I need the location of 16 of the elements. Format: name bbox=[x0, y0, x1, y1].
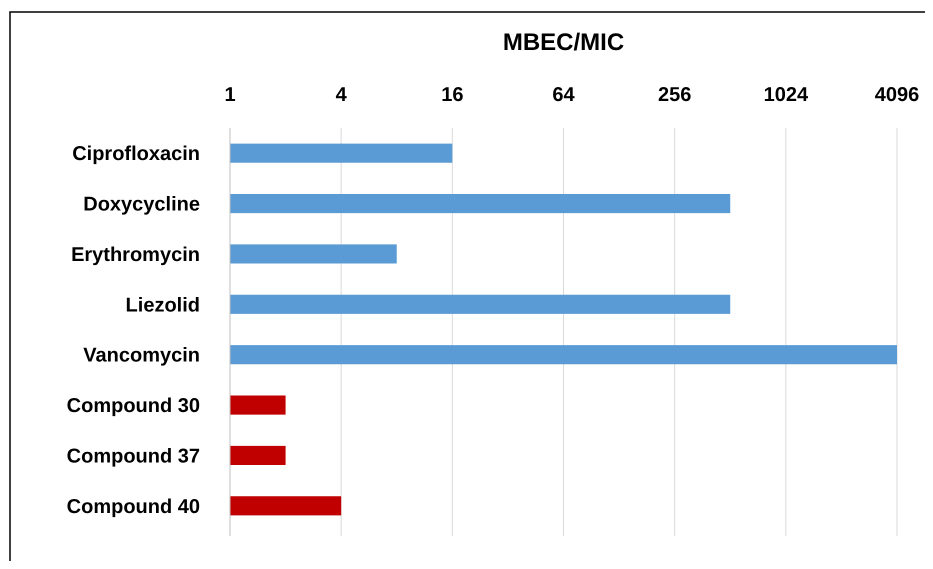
chart-title: MBEC/MIC bbox=[502, 29, 624, 56]
x-tick-label: 64 bbox=[552, 84, 576, 106]
x-tick-label: 1 bbox=[224, 84, 236, 106]
y-tick-label: Compound 30 bbox=[66, 395, 200, 418]
x-tick-label: 4 bbox=[336, 84, 348, 106]
y-tick-label: Liezolid bbox=[126, 294, 200, 316]
y-tick-label: Ciprofloxacin bbox=[72, 143, 200, 166]
x-tick-label: 1024 bbox=[764, 84, 809, 106]
y-tick-label: Vancomycin bbox=[83, 344, 200, 367]
x-tick-label: 256 bbox=[658, 84, 692, 106]
y-tick-label: Compound 40 bbox=[66, 496, 200, 518]
y-tick-label: Erythromycin bbox=[71, 244, 200, 266]
y-tick-label: Compound 37 bbox=[66, 445, 200, 468]
x-tick-label: 16 bbox=[441, 84, 464, 106]
x-tick-label: 4096 bbox=[874, 84, 920, 106]
y-tick-label: Doxycycline bbox=[83, 194, 200, 216]
